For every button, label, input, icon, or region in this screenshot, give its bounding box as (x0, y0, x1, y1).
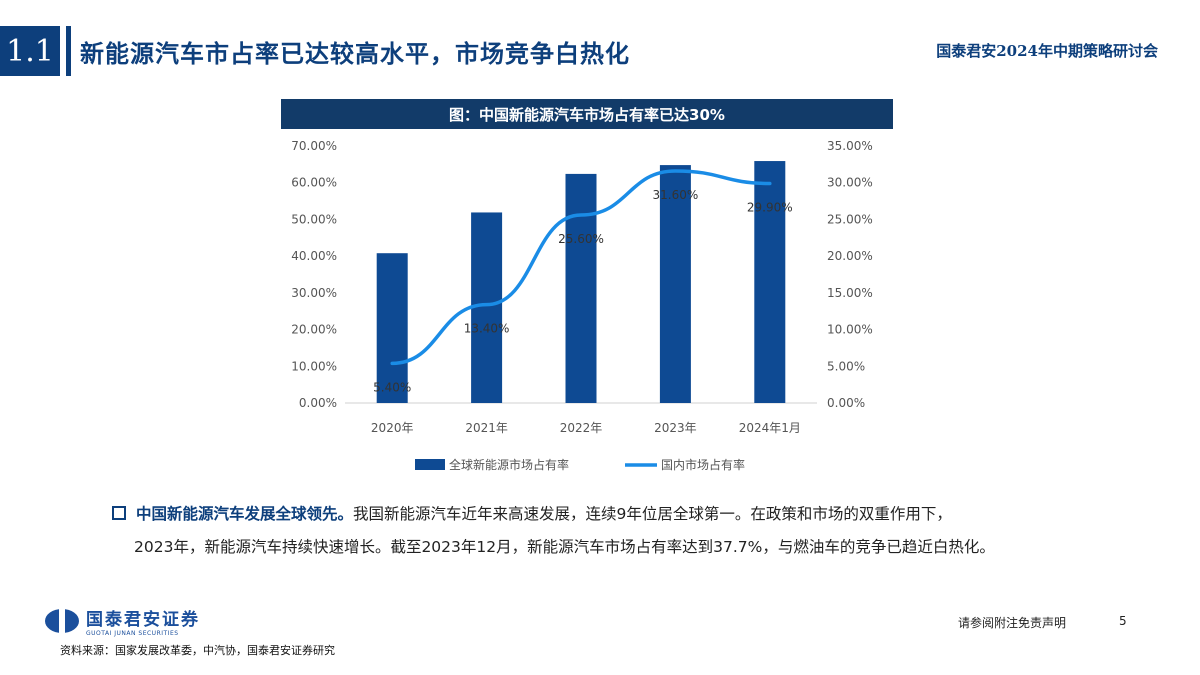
bullet-icon (112, 505, 126, 520)
line-data-label: 25.60% (558, 232, 604, 246)
line-data-label: 31.60% (653, 188, 699, 202)
y-left-tick-label: 20.00% (291, 323, 337, 337)
bar-2 (565, 173, 597, 403)
y-right-tick-label: 35.00% (827, 139, 873, 153)
line-data-label: 5.40% (373, 380, 411, 394)
body-text-2: 2023年，新能源汽车持续快速增长。截至2023年12月，新能源汽车市场占有率达… (134, 538, 995, 556)
line-data-label: 13.40% (464, 322, 510, 336)
disclaimer-link[interactable]: 请参阅附注免责声明 (958, 616, 1067, 630)
x-tick-label: 2021年 (465, 421, 508, 435)
x-tick-label: 2022年 (560, 421, 603, 435)
section-number: 1.1 (0, 26, 60, 76)
data-source: 资料来源：国家发展改革委，中汽协，国泰君安证券研究 (60, 644, 335, 657)
y-left-tick-label: 30.00% (291, 286, 337, 300)
legend-bar-swatch (415, 459, 445, 470)
y-right-tick-label: 20.00% (827, 249, 873, 263)
logo-name-cn: 国泰君安证券 (86, 610, 200, 630)
y-left-tick-label: 10.00% (291, 359, 337, 373)
y-right-tick-label: 5.00% (827, 359, 865, 373)
y-left-tick-label: 70.00% (291, 139, 337, 153)
y-left-tick-label: 60.00% (291, 176, 337, 190)
section-divider (66, 26, 71, 76)
logo-icon (45, 608, 79, 634)
bar-1 (471, 212, 503, 403)
y-right-tick-label: 30.00% (827, 176, 873, 190)
conference-name: 国泰君安2024年中期策略研讨会 (936, 42, 1158, 60)
bar-3 (659, 165, 691, 403)
figure-title: 图：中国新能源汽车市场占有率已达30% (281, 99, 893, 129)
x-tick-label: 2023年 (654, 421, 697, 435)
y-left-tick-label: 50.00% (291, 212, 337, 226)
x-tick-label: 2020年 (371, 421, 414, 435)
header: 1.1 新能源汽车市占率已达较高水平，市场竞争白热化 国泰君安2024年中期策略… (0, 0, 1200, 80)
legend-bar-label: 全球新能源市场占有率 (449, 457, 569, 472)
y-left-tick-label: 40.00% (291, 249, 337, 263)
x-tick-label: 2024年1月 (739, 421, 801, 435)
body-lead: 中国新能源汽车发展全球领先。 (136, 505, 354, 523)
body-text-1: 我国新能源汽车近年来高速发展，连续9年位居全球第一。在政策和市场的双重作用下， (353, 505, 952, 523)
y-left-tick-label: 0.00% (299, 396, 337, 410)
legend-line-label: 国内市场占有率 (661, 457, 745, 472)
y-right-tick-label: 10.00% (827, 323, 873, 337)
page-title: 新能源汽车市占率已达较高水平，市场竞争白热化 (80, 40, 630, 68)
line-data-label: 29.90% (747, 200, 793, 214)
body-paragraph: 中国新能源汽车发展全球领先。我国新能源汽车近年来高速发展，连续9年位居全球第一。… (112, 498, 1152, 564)
y-right-tick-label: 25.00% (827, 212, 873, 226)
domestic-share-line (390, 169, 772, 366)
bar-4 (754, 161, 786, 403)
y-right-tick-label: 15.00% (827, 286, 873, 300)
market-share-chart: 0.00% 10.00% 20.00% 30.00% 40.00% 50.00% 60.00… (291, 139, 873, 472)
company-logo: 国泰君安证券 GUOTAI JUNAN SECURITIES (44, 605, 200, 637)
logo-name-en: GUOTAI JUNAN SECURITIES (86, 630, 179, 637)
y-right-tick-label: 0.00% (827, 396, 865, 410)
bar-0 (376, 253, 408, 403)
page-number: 5 (1119, 614, 1127, 628)
